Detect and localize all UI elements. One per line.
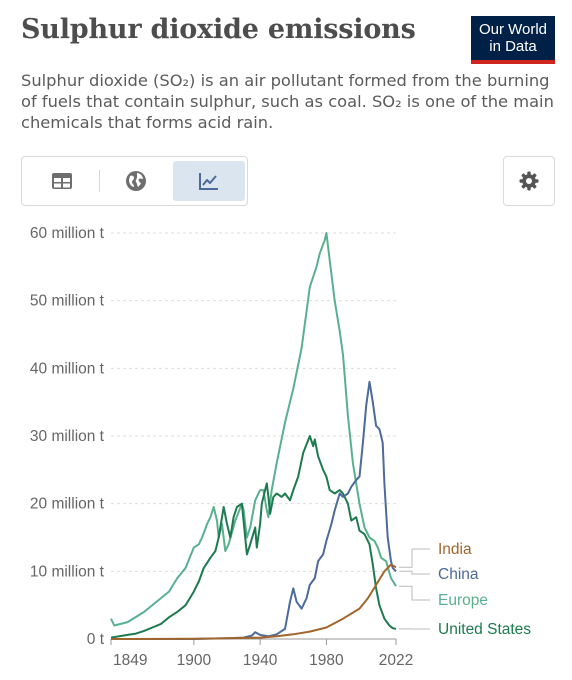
tab-map[interactable]	[100, 161, 172, 201]
legend-connector	[399, 585, 430, 601]
legend-label-india[interactable]: India	[438, 541, 472, 558]
tab-separator	[99, 170, 100, 192]
legend-connector	[399, 570, 430, 575]
gear-icon	[519, 171, 539, 191]
line-chart: 0 t 10 million t 20 million t 30 million t 4…	[30, 225, 531, 669]
legend-connector	[399, 548, 430, 568]
table-icon	[52, 173, 72, 189]
legend-label-united-states[interactable]: United States	[438, 621, 531, 638]
y-tick-label: 40 million t	[30, 360, 105, 377]
view-tabs	[21, 156, 248, 206]
y-tick-label: 50 million t	[30, 293, 105, 310]
y-tick-label: 60 million t	[30, 225, 105, 242]
logo-line-1: Our World	[478, 21, 548, 38]
y-tick-label: 10 million t	[30, 563, 105, 580]
chart-subtitle: Sulphur dioxide (SO₂) is an air pollutan…	[21, 71, 554, 132]
series-line-china[interactable]	[111, 380, 397, 640]
y-axis-labels: 0 t 10 million t 20 million t 30 million t 4…	[30, 225, 105, 648]
owid-logo[interactable]: Our World in Data	[471, 16, 555, 64]
series-line-india[interactable]	[110, 563, 397, 640]
series-lines	[110, 232, 397, 640]
line-chart-icon	[199, 173, 218, 190]
x-tick-label: 1940	[243, 652, 278, 669]
y-tick-label: 30 million t	[30, 428, 105, 445]
x-tick-label: 2022	[379, 652, 413, 669]
settings-button[interactable]	[503, 156, 555, 206]
series-line-europe[interactable]	[110, 232, 397, 627]
x-tick-label: 1980	[309, 652, 344, 669]
chart-title: Sulphur dioxide emissions	[21, 14, 416, 45]
y-tick-label: 20 million t	[30, 496, 105, 513]
gridlines	[111, 232, 396, 572]
x-tick-label: 1900	[177, 652, 212, 669]
tab-table[interactable]	[26, 161, 98, 201]
y-tick-label: 0 t	[87, 631, 105, 648]
tab-chart[interactable]	[173, 161, 245, 201]
legend-label-europe[interactable]: Europe	[438, 592, 488, 609]
x-tick-label: 1849	[113, 652, 147, 669]
legend: India China Europe United States	[399, 541, 531, 638]
logo-line-2: in Data	[489, 38, 537, 55]
legend-label-china[interactable]: China	[438, 566, 479, 583]
globe-icon	[126, 171, 146, 191]
x-axis: 1849 1900 1940 1980 2022	[110, 638, 413, 669]
series-line-united-states[interactable]	[110, 435, 397, 639]
